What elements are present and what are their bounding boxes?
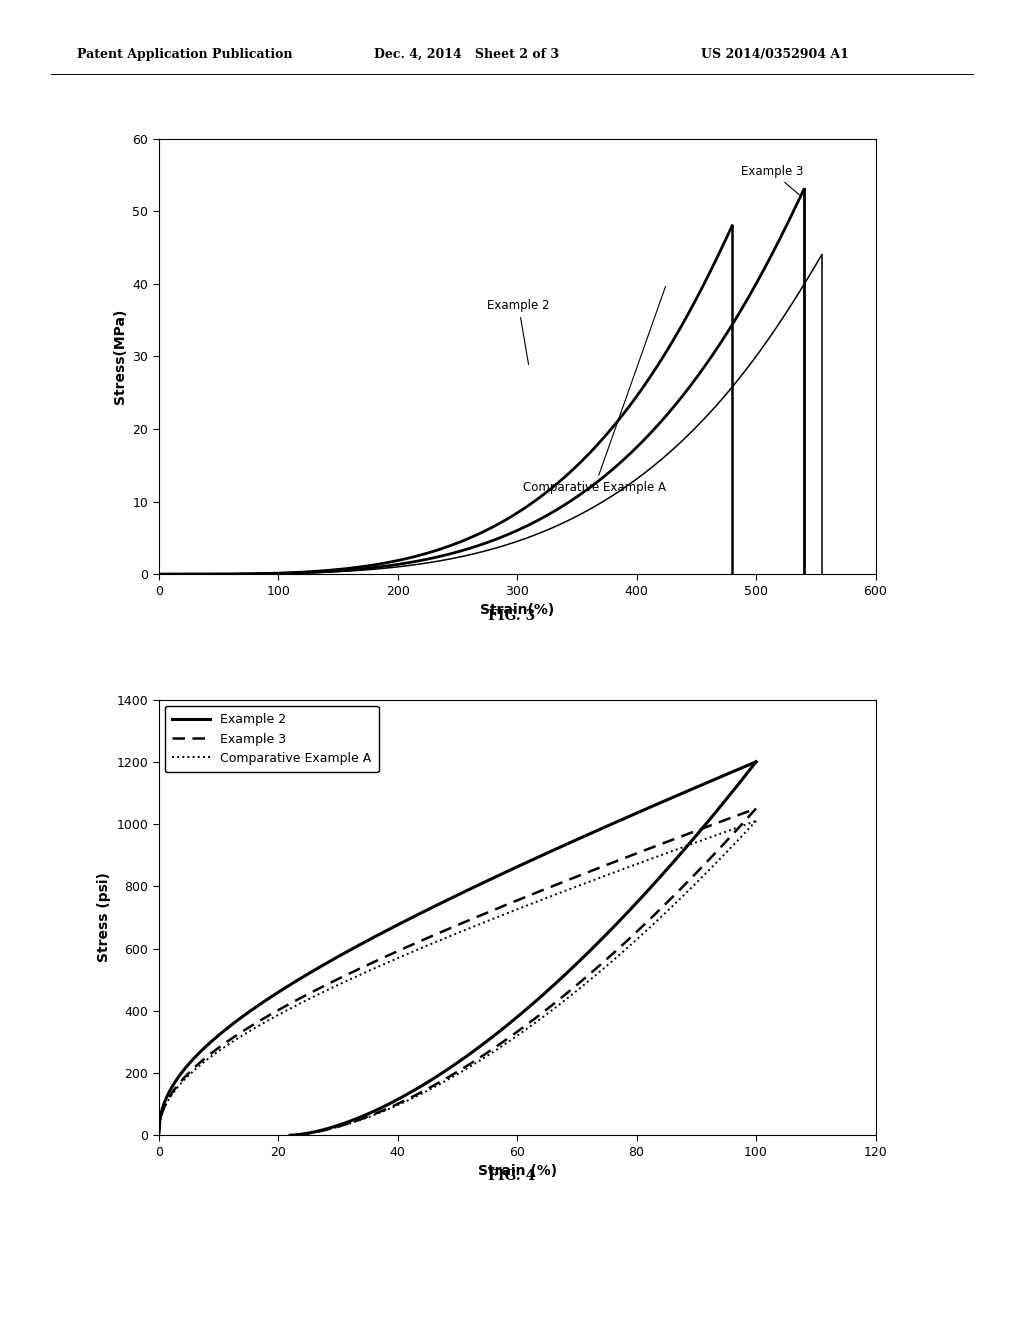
Legend: Example 2, Example 3, Comparative Example A: Example 2, Example 3, Comparative Exampl…: [165, 706, 379, 772]
Text: Example 2: Example 2: [487, 300, 550, 364]
Text: US 2014/0352904 A1: US 2014/0352904 A1: [701, 48, 849, 61]
Text: FIG. 4: FIG. 4: [488, 1170, 536, 1183]
Y-axis label: Stress(MPa): Stress(MPa): [113, 309, 127, 404]
Text: Comparative Example A: Comparative Example A: [523, 286, 666, 494]
Y-axis label: Stress (psi): Stress (psi): [97, 873, 111, 962]
Text: Example 3: Example 3: [740, 165, 803, 195]
Text: Dec. 4, 2014   Sheet 2 of 3: Dec. 4, 2014 Sheet 2 of 3: [374, 48, 559, 61]
X-axis label: Strain (%): Strain (%): [477, 1164, 557, 1179]
Text: Patent Application Publication: Patent Application Publication: [77, 48, 292, 61]
Text: FIG. 3: FIG. 3: [488, 610, 536, 623]
X-axis label: Strain(%): Strain(%): [480, 603, 554, 618]
